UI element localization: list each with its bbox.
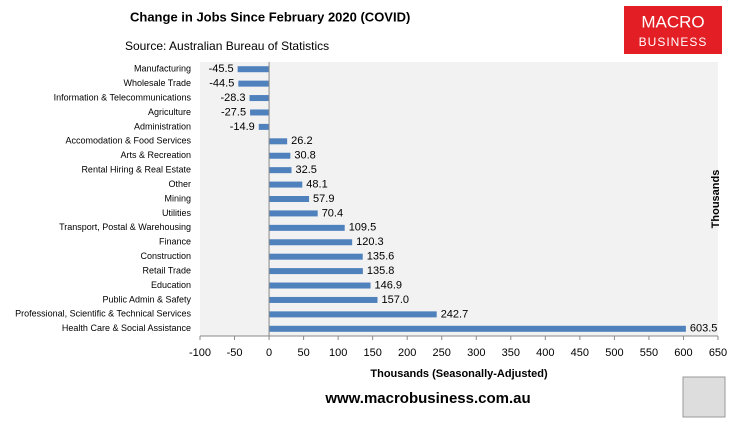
y-tick-label: Information & Telecommunications	[54, 92, 192, 102]
data-label: 135.8	[367, 265, 395, 277]
wolf-image	[682, 376, 726, 418]
bar	[269, 224, 345, 231]
bar	[249, 95, 270, 102]
logo-text: MACRO	[641, 12, 704, 31]
chart-subtitle: Source: Australian Bureau of Statistics	[125, 39, 329, 53]
y-tick-label: Wholesale Trade	[123, 78, 191, 88]
x-axis-label: Thousands (Seasonally-Adjusted)	[370, 368, 548, 380]
data-label: -28.3	[220, 92, 245, 104]
bar	[238, 80, 270, 87]
bar	[269, 138, 288, 145]
y-tick-label: Transport, Postal & Warehousing	[59, 222, 191, 232]
data-label: -44.5	[209, 78, 234, 90]
bar	[269, 210, 318, 217]
y-tick-label: Rental Hiring & Real Estate	[81, 165, 191, 175]
x-tick-label: 350	[502, 347, 520, 359]
y-tick-label: Retail Trade	[142, 265, 191, 275]
data-label: -45.5	[209, 63, 234, 75]
bar	[269, 181, 303, 188]
y-tick-label: Agriculture	[148, 107, 191, 117]
x-tick-label: -50	[227, 347, 243, 359]
logo-box	[624, 6, 722, 54]
data-label: 242.7	[441, 308, 469, 320]
bar	[269, 152, 291, 159]
y-tick-label: Public Admin & Safety	[102, 294, 191, 304]
bar	[269, 282, 371, 289]
y-tick-label: Finance	[159, 237, 191, 247]
y-tick-label: Accomodation & Food Services	[65, 136, 191, 146]
data-label: 48.1	[306, 178, 327, 190]
x-tick-label: -100	[189, 347, 211, 359]
x-tick-label: 150	[363, 347, 381, 359]
data-label: -14.9	[230, 121, 255, 133]
data-label: 146.9	[375, 279, 403, 291]
data-label: 157.0	[382, 294, 410, 306]
bar	[269, 325, 686, 332]
bar	[269, 268, 363, 275]
data-label: 70.4	[322, 207, 343, 219]
x-tick-label: 450	[571, 347, 589, 359]
bar	[269, 253, 363, 260]
x-tick-label: 100	[329, 347, 347, 359]
logo-text: BUSINESS	[639, 35, 708, 49]
x-tick-label: 500	[605, 347, 623, 359]
bar	[269, 239, 353, 246]
data-label: 32.5	[296, 164, 317, 176]
bar	[269, 167, 292, 174]
y-tick-label: Arts & Recreation	[120, 150, 191, 160]
y-tick-label: Professional, Scientific & Technical Ser…	[15, 309, 191, 319]
y-tick-label: Administration	[134, 121, 191, 131]
data-label: 603.5	[690, 323, 718, 335]
x-tick-label: 300	[467, 347, 485, 359]
data-label: 109.5	[349, 222, 377, 234]
y-tick-label: Manufacturing	[134, 64, 191, 74]
y-tick-label: Mining	[164, 193, 191, 203]
y-tick-label: Health Care & Social Assistance	[62, 323, 191, 333]
x-tick-label: 250	[433, 347, 451, 359]
chart-title: Change in Jobs Since February 2020 (COVI…	[130, 9, 410, 24]
y-tick-label: Other	[168, 179, 191, 189]
data-label: 26.2	[291, 135, 312, 147]
bar	[269, 296, 378, 303]
data-label: 30.8	[294, 150, 315, 162]
data-label: 120.3	[356, 236, 384, 248]
x-tick-label: 600	[674, 347, 692, 359]
y-tick-label: Construction	[140, 251, 191, 261]
x-tick-label: 400	[536, 347, 554, 359]
x-tick-label: 200	[398, 347, 416, 359]
data-label: 135.6	[367, 251, 395, 263]
y2-axis-label: Thousands	[710, 170, 722, 229]
bar	[269, 311, 437, 318]
y-tick-label: Education	[151, 280, 191, 290]
bar	[258, 123, 270, 130]
x-tick-label: 650	[709, 347, 727, 359]
bar	[250, 109, 270, 116]
data-label: -27.5	[221, 106, 246, 118]
x-tick-label: 550	[640, 347, 658, 359]
bar	[269, 196, 310, 202]
y-tick-label: Utilities	[162, 208, 192, 218]
data-label: 57.9	[313, 193, 334, 205]
footer: www.macrobusiness.com.au	[324, 390, 530, 407]
x-tick-label: 0	[266, 347, 272, 359]
x-tick-label: 50	[297, 347, 309, 359]
bar	[237, 66, 270, 73]
